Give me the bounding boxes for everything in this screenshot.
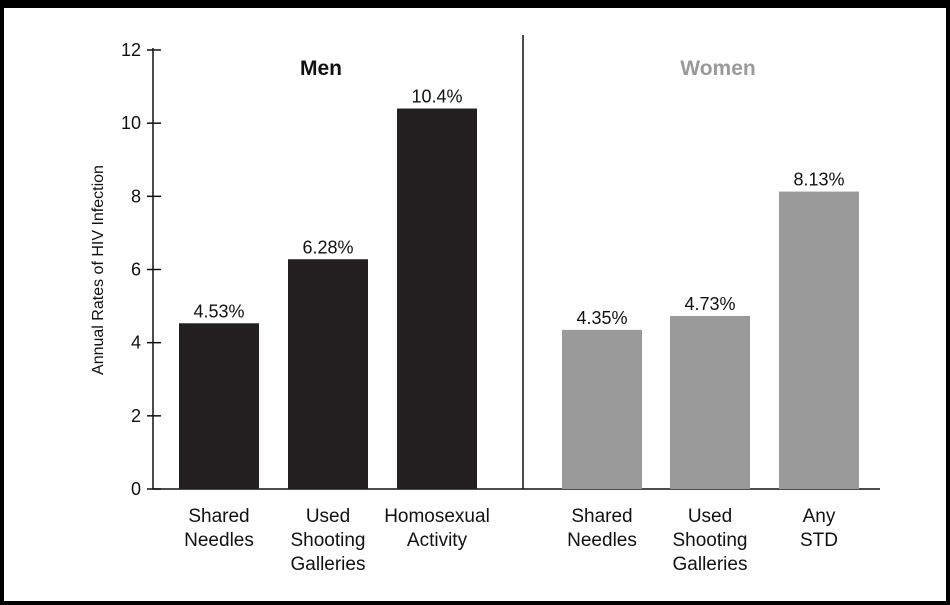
y-tick-label: 6 bbox=[131, 260, 141, 280]
bar bbox=[779, 191, 859, 489]
data-label: 4.53% bbox=[193, 301, 244, 321]
bar bbox=[179, 323, 259, 489]
category-label: Any bbox=[803, 506, 836, 527]
y-tick-label: 4 bbox=[131, 333, 141, 353]
data-label: 8.13% bbox=[793, 170, 844, 190]
category-label: Used bbox=[688, 506, 732, 527]
data-label: 4.73% bbox=[684, 294, 735, 314]
category-label: Galleries bbox=[291, 554, 366, 575]
data-label: 4.35% bbox=[576, 308, 627, 328]
bar bbox=[562, 329, 642, 489]
group-title-women: Women bbox=[680, 57, 755, 80]
y-tick-label: 10 bbox=[121, 113, 141, 133]
labels: Men 4.53% Shared Needles 6.28% Used Shooting Ga… bbox=[184, 57, 844, 575]
y-axis-label: Annual Rates of HIV Infection bbox=[90, 165, 107, 375]
y-tick-label: 8 bbox=[131, 186, 141, 206]
category-label: Needles bbox=[184, 530, 254, 551]
y-tick-label: 12 bbox=[121, 40, 141, 60]
category-label: Activity bbox=[407, 530, 468, 551]
bar bbox=[397, 108, 477, 490]
bar bbox=[288, 259, 368, 489]
category-label: Needles bbox=[567, 530, 637, 551]
data-label: 10.4% bbox=[411, 87, 462, 107]
category-label: Homosexual bbox=[384, 506, 490, 527]
y-tick-label: 2 bbox=[131, 406, 141, 426]
bars bbox=[179, 108, 859, 490]
y-tick-label: 0 bbox=[131, 479, 141, 499]
category-label: Shared bbox=[571, 506, 632, 527]
category-label: Used bbox=[306, 506, 350, 527]
category-label: STD bbox=[800, 530, 838, 551]
category-label: Galleries bbox=[673, 554, 748, 575]
category-label: Shared bbox=[188, 506, 249, 527]
bar bbox=[670, 315, 750, 489]
data-label: 6.28% bbox=[302, 237, 353, 257]
category-label: Shooting bbox=[672, 530, 747, 551]
axes: 0 2 4 6 8 10 12 Annual Rates of HIV Infection bbox=[90, 35, 880, 499]
group-title-men: Men bbox=[300, 57, 342, 80]
category-label: Shooting bbox=[290, 530, 365, 551]
